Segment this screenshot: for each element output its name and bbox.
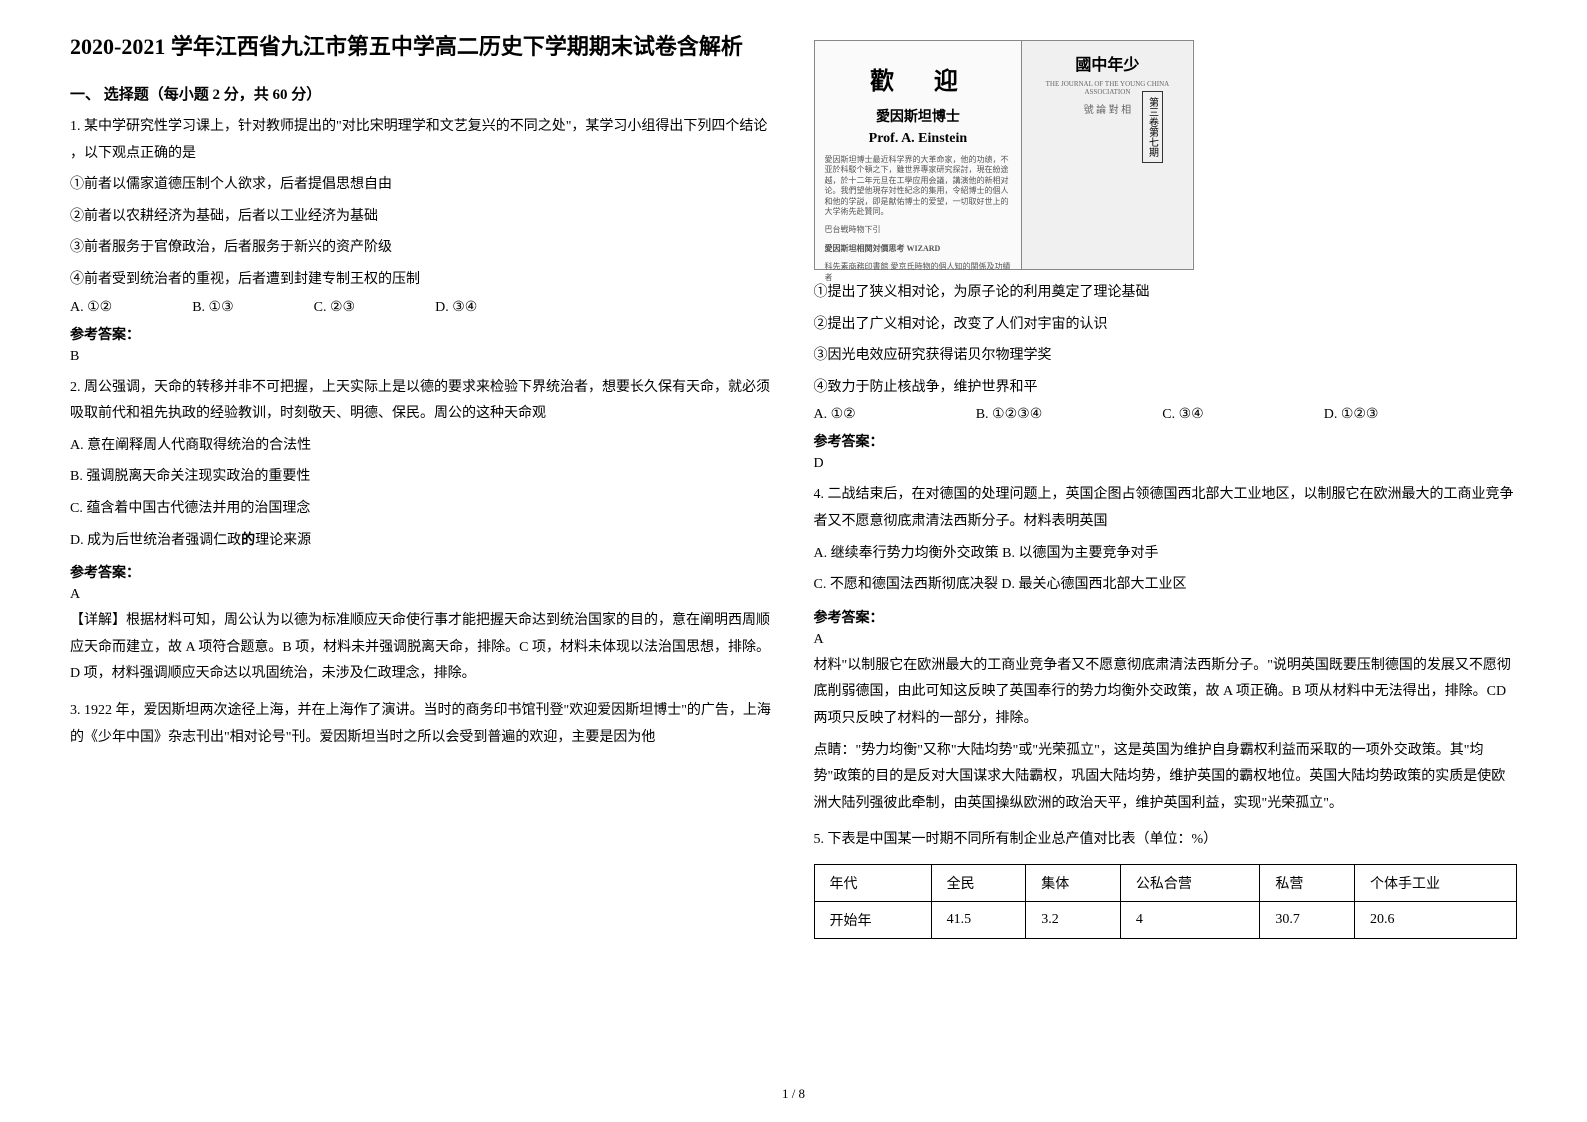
question-3-items: ①提出了狭义相对论，为原子论的利用奠定了理论基础 ②提出了广义相对论，改变了人们…	[814, 280, 1518, 472]
q4-option-b: B. 以德国为主要竞争对手	[1002, 546, 1158, 561]
q1-option-d: D. ③④	[435, 299, 477, 316]
document-title: 2020-2021 学年江西省九江市第五中学高二历史下学期期末试卷含解析	[70, 30, 774, 63]
q3-item-3: ③因光电效应研究获得诺贝尔物理学奖	[814, 343, 1518, 370]
q5-td-1: 41.5	[931, 901, 1026, 938]
q3-img-line2: 愛因斯坦相関対價思考 WIZARD	[825, 244, 1012, 254]
q4-options-row1: A. 继续奉行势力均衡外交政策 B. 以德国为主要竞争对手	[814, 541, 1518, 568]
q1-item-2: ②前者以农耕经济为基础，后者以工业经济为基础	[70, 204, 774, 231]
q1-answer-label: 参考答案：	[70, 324, 774, 344]
q4-option-d: D. 最关心德国西北部大工业区	[1001, 577, 1186, 592]
q5-td-2: 3.2	[1026, 901, 1121, 938]
q1-item-4: ④前者受到统治者的重视，后者遭到封建专制王权的压制	[70, 267, 774, 294]
question-1: 1. 某中学研究性学习课上，针对教师提出的"对比宋明理学和文艺复兴的不同之处"，…	[70, 114, 774, 365]
q4-explanation-2: 点睛："势力均衡"又称"大陆均势"或"光荣孤立"，这是英国为维护自身霸权利益而采…	[814, 738, 1518, 818]
q2-option-b: B. 强调脱离天命关注现实政治的重要性	[70, 464, 774, 491]
right-column: 歡 迎 愛因斯坦博士 Prof. A. Einstein 愛因斯坦博士最近科学界…	[794, 30, 1538, 1092]
q1-item-3: ③前者服务于官僚政治，后者服务于新兴的资产阶级	[70, 235, 774, 262]
q3-img-sub2: Prof. A. Einstein	[825, 131, 1012, 147]
q5-td-0: 开始年	[814, 901, 931, 938]
q3-options: A. ①② B. ①②③④ C. ③④ D. ①②③	[814, 406, 1518, 423]
q2-explanation: 【详解】根据材料可知，周公认为以德为标准顺应天命使行事才能把握天命达到统治国家的…	[70, 608, 774, 688]
q2-option-d: D. 成为后世统治者强调仁政的理论来源	[70, 528, 774, 555]
q5-th-5: 个体手工业	[1354, 864, 1516, 901]
q3-img-badge: 第三卷第七期	[1142, 91, 1163, 163]
q2-answer: A	[70, 587, 774, 603]
q5-table-header-row: 年代 全民 集体 公私合营 私营 个体手工业	[814, 864, 1517, 901]
q5-th-1: 全民	[931, 864, 1026, 901]
q4-stem: 4. 二战结束后，在对德国的处理问题上，英国企图占领德国西北部大工业地区，以制服…	[814, 482, 1518, 535]
q3-item-1: ①提出了狭义相对论，为原子论的利用奠定了理论基础	[814, 280, 1518, 307]
q3-img-right-sub1: THE JOURNAL OF THE YOUNG CHINA	[1032, 80, 1182, 88]
q4-option-c: C. 不愿和德国法西斯彻底决裂	[814, 577, 998, 592]
q2-option-d-prefix: D. 成为后世统治者强调仁政	[70, 533, 241, 548]
q4-answer: A	[814, 632, 1518, 648]
q5-th-4: 私营	[1260, 864, 1355, 901]
q5-td-5: 20.6	[1354, 901, 1516, 938]
question-3-stem-block: 3. 1922 年，爱因斯坦两次途径上海，并在上海作了演讲。当时的商务印书馆刊登…	[70, 698, 774, 751]
q1-options: A. ①② B. ①③ C. ②③ D. ③④	[70, 299, 774, 316]
q5-td-3: 4	[1120, 901, 1260, 938]
q5-th-2: 集体	[1026, 864, 1121, 901]
q3-answer-label: 参考答案：	[814, 431, 1518, 451]
q3-option-b: B. ①②③④	[976, 406, 1043, 423]
q4-options-row2: C. 不愿和德国法西斯彻底决裂 D. 最关心德国西北部大工业区	[814, 572, 1518, 599]
q3-img-line3: 科先素商務印書館 愛京氏時物的個人知的関係及功績者	[825, 262, 1012, 283]
section-header: 一、 选择题（每小题 2 分，共 60 分）	[70, 83, 774, 104]
q1-option-a: A. ①②	[70, 299, 112, 316]
q5-table-row-1: 开始年 41.5 3.2 4 30.7 20.6	[814, 901, 1517, 938]
q3-img-right-title: 國中年少	[1032, 51, 1182, 75]
q1-item-1: ①前者以儒家道德压制个人欲求，后者提倡思想自由	[70, 172, 774, 199]
q5-stem: 5. 下表是中国某一时期不同所有制企业总产值对比表（单位：%）	[814, 827, 1518, 854]
q3-image-right: 國中年少 THE JOURNAL OF THE YOUNG CHINA ASSO…	[1022, 41, 1192, 269]
q1-answer: B	[70, 349, 774, 365]
q3-image: 歡 迎 愛因斯坦博士 Prof. A. Einstein 愛因斯坦博士最近科学界…	[814, 40, 1194, 270]
q2-stem: 2. 周公强调，天命的转移并非不可把握，上天实际上是以德的要求来检验下界统治者，…	[70, 375, 774, 428]
q2-answer-label: 参考答案：	[70, 562, 774, 582]
q3-img-sub1: 愛因斯坦博士	[825, 106, 1012, 126]
q5-table: 年代 全民 集体 公私合营 私营 个体手工业 开始年 41.5 3.2 4 30…	[814, 864, 1518, 939]
q3-img-line1: 巴台戦時物下引	[825, 225, 1012, 235]
q3-option-d: D. ①②③	[1324, 406, 1379, 423]
q4-option-a: A. 继续奉行势力均衡外交政策	[814, 546, 999, 561]
q2-option-a: A. 意在阐释周人代商取得统治的合法性	[70, 433, 774, 460]
q5-td-4: 30.7	[1260, 901, 1355, 938]
q3-img-small: 愛因斯坦博士最近科学界的大革命家，他的功绩，不亚於科駁个頓之下，雖世界專家研究探…	[825, 155, 1012, 217]
q3-option-c: C. ③④	[1162, 406, 1203, 423]
q3-option-a: A. ①②	[814, 406, 856, 423]
q2-option-c: C. 蕴含着中国古代德法并用的治国理念	[70, 496, 774, 523]
q3-item-4: ④致力于防止核战争，维护世界和平	[814, 375, 1518, 402]
question-2: 2. 周公强调，天命的转移并非不可把握，上天实际上是以德的要求来检验下界统治者，…	[70, 375, 774, 688]
q3-img-welcome: 歡 迎	[825, 61, 1012, 96]
q4-answer-label: 参考答案：	[814, 607, 1518, 627]
q1-option-c: C. ②③	[314, 299, 355, 316]
q1-stem: 1. 某中学研究性学习课上，针对教师提出的"对比宋明理学和文艺复兴的不同之处"，…	[70, 114, 774, 167]
q5-th-0: 年代	[814, 864, 931, 901]
q3-stem: 3. 1922 年，爱因斯坦两次途径上海，并在上海作了演讲。当时的商务印书馆刊登…	[70, 698, 774, 751]
page-number: 1 / 8	[782, 1086, 805, 1102]
page-container: 2020-2021 学年江西省九江市第五中学高二历史下学期期末试卷含解析 一、 …	[0, 0, 1587, 1122]
left-column: 2020-2021 学年江西省九江市第五中学高二历史下学期期末试卷含解析 一、 …	[50, 30, 794, 1092]
q2-de-char: 的	[241, 533, 255, 548]
q5-th-3: 公私合营	[1120, 864, 1260, 901]
q3-image-left: 歡 迎 愛因斯坦博士 Prof. A. Einstein 愛因斯坦博士最近科学界…	[815, 41, 1023, 269]
q2-option-d-suffix: 理论来源	[255, 533, 311, 548]
question-5: 5. 下表是中国某一时期不同所有制企业总产值对比表（单位：%） 年代 全民 集体…	[814, 827, 1518, 939]
q3-item-2: ②提出了广义相对论，改变了人们对宇宙的认识	[814, 312, 1518, 339]
q1-option-b: B. ①③	[192, 299, 233, 316]
question-4: 4. 二战结束后，在对德国的处理问题上，英国企图占领德国西北部大工业地区，以制服…	[814, 482, 1518, 817]
q4-explanation-1: 材料"以制服它在欧洲最大的工商业竞争者又不愿意彻底肃清法西斯分子。"说明英国既要…	[814, 653, 1518, 733]
q3-answer: D	[814, 456, 1518, 472]
